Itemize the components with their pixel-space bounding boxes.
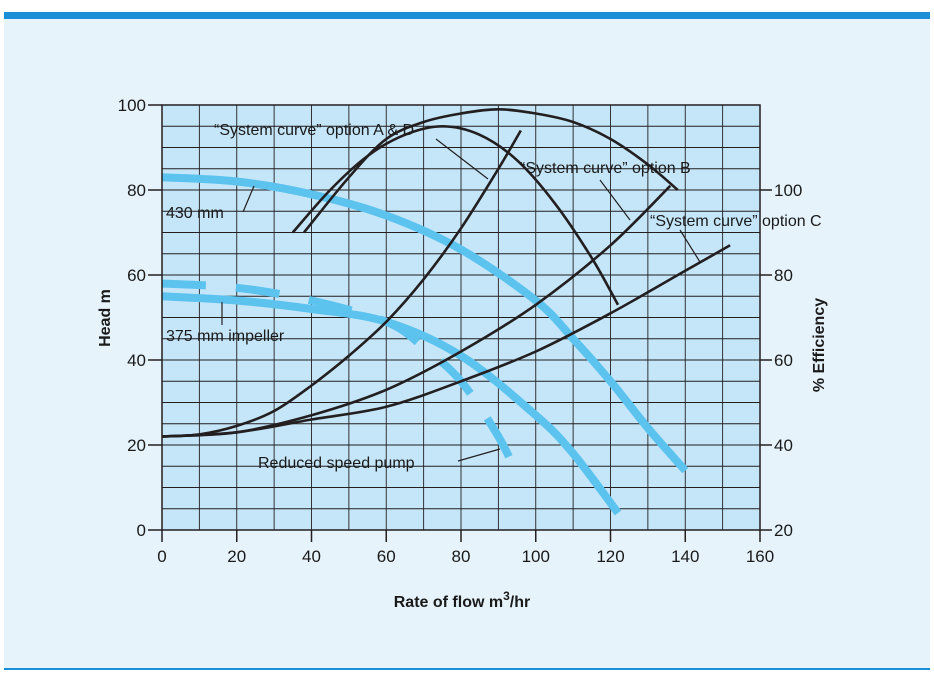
y2-tick-label: 80 xyxy=(774,266,793,285)
annotations: “System curve” option A & D “System curv… xyxy=(166,122,822,472)
x-tick-label: 120 xyxy=(596,547,624,566)
tick-labels: 0 20 40 60 80 100 20 40 60 80 100 0 20 40 60 80 100 120 14… xyxy=(118,96,803,566)
annotation-system-c: “System curve” option C xyxy=(650,213,822,230)
y-axis-label: Head m xyxy=(97,289,114,347)
y-tick-label: 60 xyxy=(127,266,146,285)
series-reduced-line xyxy=(161,279,521,477)
y-tick-label: 20 xyxy=(127,436,146,455)
series-pump375-line xyxy=(161,292,622,516)
x-tick-label: 140 xyxy=(671,547,699,566)
annotation-430mm: 430 mm xyxy=(166,205,224,222)
curves xyxy=(161,107,731,516)
annotation-arrows xyxy=(221,138,701,462)
x-tick-label: 100 xyxy=(522,547,550,566)
x-tick-label: 60 xyxy=(377,547,396,566)
series-eff2-line xyxy=(302,107,679,234)
y-tick-label: 40 xyxy=(127,351,146,370)
annotation-system-b: “System curve” option B xyxy=(520,160,691,177)
x-tick-label: 20 xyxy=(227,547,246,566)
annotation-system-ad: “System curve” option A & D xyxy=(214,122,414,139)
y2-tick-label: 60 xyxy=(774,351,793,370)
y-tick-label: 100 xyxy=(118,96,146,115)
annotation-375mm: 375 mm impeller xyxy=(166,328,285,345)
y2-tick-label: 100 xyxy=(774,181,802,200)
series-pump430-line xyxy=(161,173,689,474)
series-eff1-line xyxy=(291,124,620,306)
arrow-430mm xyxy=(242,185,255,213)
arrow-reduced-speed xyxy=(457,448,501,462)
y-tick-label: 80 xyxy=(127,181,146,200)
series-sysC-line xyxy=(161,244,731,438)
arrow-system-b xyxy=(599,179,631,221)
x-tick-label: 160 xyxy=(746,547,774,566)
x-axis-label: Rate of flow m3/hr xyxy=(394,589,530,611)
x-tick-label: 80 xyxy=(452,547,471,566)
y2-axis-label: % Efficiency xyxy=(811,298,828,392)
annotation-reduced-speed: Reduced speed pump xyxy=(258,455,415,472)
x-tick-label: 40 xyxy=(302,547,321,566)
series-sysAD-line xyxy=(161,129,522,438)
y2-tick-label: 20 xyxy=(774,521,793,540)
axes xyxy=(148,104,772,542)
arrow-system-c xyxy=(679,229,701,263)
arrow-system-ad xyxy=(435,138,489,180)
y2-tick-label: 40 xyxy=(774,436,793,455)
y-tick-label: 0 xyxy=(137,521,146,540)
x-tick-label: 0 xyxy=(157,547,166,566)
